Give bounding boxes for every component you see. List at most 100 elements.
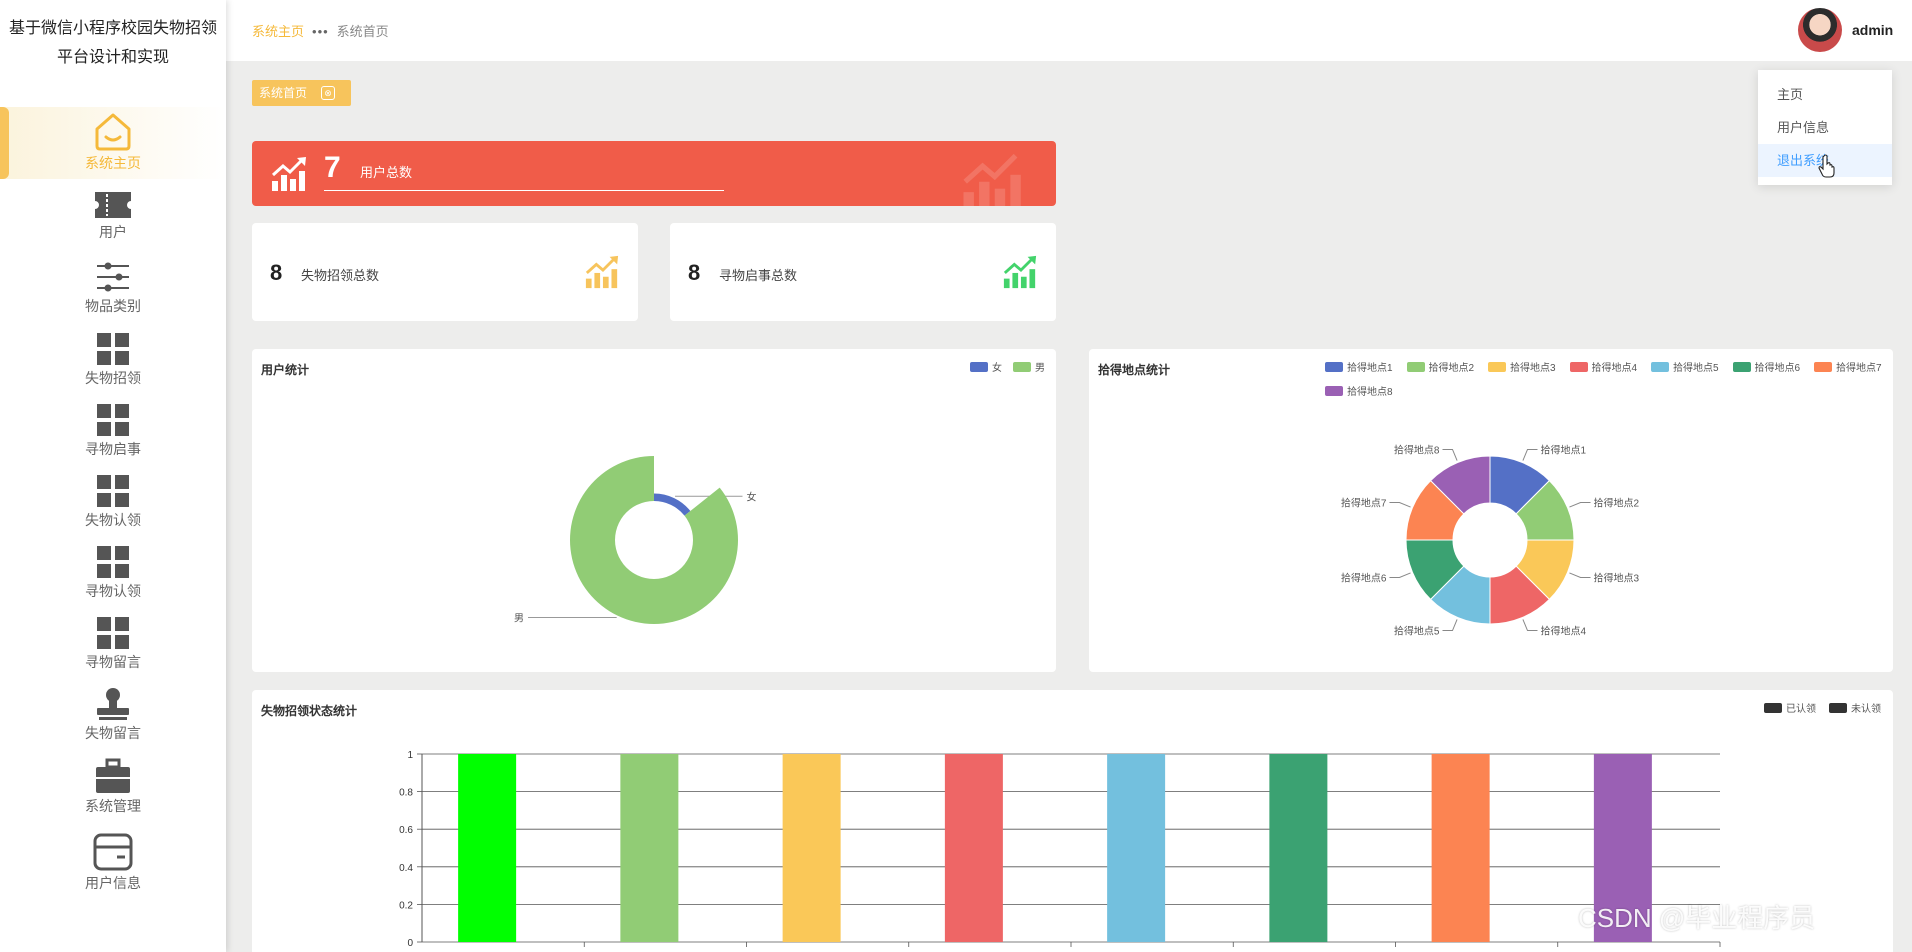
legend-item[interactable]: 拾得地点6 [1732, 359, 1801, 374]
sidebar-item-user-info[interactable]: 用户信息 [0, 833, 226, 893]
chart-legend: 女男 [252, 359, 1056, 374]
sidebar-item-label: 物品类别 [85, 298, 141, 314]
y-tick-label: 0.8 [399, 788, 413, 799]
dropdown-item-home[interactable]: 主页 [1777, 87, 1804, 102]
pie-label-line [1569, 501, 1591, 508]
home-icon [95, 113, 131, 151]
chart-legend: 已认领 未认领 [252, 700, 1893, 715]
legend-label: 拾得地点2 [1428, 363, 1475, 374]
sidebar-item-label: 寻物启事 [85, 441, 141, 457]
legend-label: 拾得地点5 [1673, 363, 1719, 374]
legend-label: 男 [1035, 363, 1045, 374]
chart-title: 拾得地点统计 [1098, 363, 1171, 377]
legend-swatch [1013, 362, 1031, 372]
legend-item[interactable]: 拾得地点1 [1325, 359, 1393, 374]
sidebar-item-system-management[interactable]: 系统管理 [0, 758, 226, 816]
briefcase-icon [96, 758, 130, 793]
trend-chart-icon [271, 157, 306, 191]
sidebar-item-label: 用户 [99, 224, 127, 240]
sidebar-item-lost-messages[interactable]: 失物留言 [0, 687, 226, 743]
user-stats-panel: 用户统计 女男 女男 [252, 349, 1056, 672]
legend-label: 拾得地点4 [1591, 363, 1638, 374]
grid-icon [97, 475, 129, 507]
y-tick-label: 0.4 [399, 863, 413, 874]
seeking-total-value: 8 [688, 260, 701, 285]
legend-label: 未认领 [1851, 704, 1881, 715]
app-title: 基于微信小程序校园失物招领平台设计和实现 [8, 20, 217, 66]
lost-found-total-value: 8 [270, 260, 283, 285]
tab-system-home[interactable]: 系统首页 ⊗ [252, 80, 351, 106]
bar [1269, 754, 1328, 942]
legend-label: 拾得地点6 [1754, 363, 1801, 374]
legend-swatch [1814, 362, 1832, 372]
legend-swatch [1764, 703, 1782, 713]
pie-label-line [1522, 448, 1538, 461]
lost-found-total-card: 8 失物招领总数 [252, 223, 638, 321]
sidebar-item-label: 寻物认领 [85, 583, 141, 599]
sidebar-item-seek-claim[interactable]: 寻物认领 [0, 545, 226, 601]
sidebar-item-seeking[interactable]: 寻物启事 [0, 403, 226, 459]
user-total-card: 7 用户总数 [252, 141, 1056, 206]
sidebar-item-lost-claim[interactable]: 失物认领 [0, 474, 226, 530]
sidebar-item-home[interactable]: 系统主页 [0, 107, 226, 179]
sidebar-item-users[interactable]: 用户 [0, 190, 226, 242]
pie-label: 拾得地点7 [1341, 496, 1387, 509]
pie-label-line [1522, 619, 1538, 632]
trend-chart-watermark-icon [963, 153, 1021, 206]
legend-item[interactable]: 拾得地点8 [1325, 383, 1393, 398]
avatar[interactable] [1798, 8, 1842, 52]
sidebar-item-item-category[interactable]: 物品类别 [0, 260, 226, 316]
pie-label-line [1442, 448, 1458, 461]
sidebar-item-lost-found[interactable]: 失物招领 [0, 332, 226, 388]
pie-label: 拾得地点6 [1341, 572, 1387, 585]
hand-cursor-icon [1818, 154, 1835, 178]
sidebar-item-label: 系统主页 [85, 155, 141, 171]
y-tick-label: 0 [407, 938, 413, 949]
legend-swatch [1732, 362, 1751, 372]
legend-swatch [1488, 362, 1506, 372]
lost-found-status-chart: 0 0.2 0.4 0.6 0.8 1 [399, 750, 1721, 949]
close-icon[interactable]: ⊗ [321, 86, 335, 100]
legend-item[interactable]: 拾得地点5 [1651, 359, 1719, 374]
legend-item[interactable]: 女 [970, 359, 1002, 374]
location-stats-chart: 拾得地点1 拾得地点2 拾得地点3 拾得地点4 拾得地点5 拾得地点6 拾得地点7 拾得地点8 [1341, 443, 1640, 638]
legend-swatch [970, 362, 988, 372]
legend-item[interactable]: 拾得地点4 [1569, 359, 1638, 374]
dropdown-item-user-info[interactable]: 用户信息 [1777, 120, 1830, 135]
breadcrumb-home-link[interactable]: 系统主页 [252, 24, 305, 39]
legend-item[interactable]: 拾得地点3 [1488, 359, 1556, 374]
legend-item[interactable]: 拾得地点7 [1814, 359, 1882, 374]
legend-item[interactable]: 拾得地点2 [1406, 359, 1475, 374]
pie-label: 拾得地点1 [1541, 443, 1587, 456]
bar [1431, 754, 1490, 942]
ticket-icon [95, 192, 131, 218]
grid-icon [97, 546, 129, 578]
legend-item[interactable]: 已认领 [1764, 700, 1816, 715]
tab-label: 系统首页 [259, 86, 308, 100]
y-tick-label: 1 [407, 750, 413, 761]
user-total-value: 7 [324, 151, 341, 184]
breadcrumb-current: 系统首页 [336, 24, 389, 39]
pie-slice [570, 456, 738, 624]
sliders-icon [97, 262, 129, 292]
breadcrumb-separator: ••• [312, 24, 329, 39]
seeking-total-card: 8 寻物启事总数 [670, 223, 1056, 321]
top-header: 系统主页 ••• 系统首页 admin [226, 0, 1912, 61]
chart-title: 失物招领状态统计 [261, 704, 358, 718]
bar [1107, 754, 1166, 942]
pie-slice [654, 493, 691, 516]
sidebar-item-seek-messages[interactable]: 寻物留言 [0, 616, 226, 672]
bar [458, 754, 517, 942]
legend-item[interactable]: 男 [1013, 359, 1045, 374]
sidebar-item-label: 寻物留言 [85, 654, 141, 670]
pie-label: 女 [747, 490, 757, 503]
bar [782, 754, 841, 942]
y-tick-label: 0.2 [399, 900, 413, 911]
pie-label-line [1569, 572, 1591, 579]
lost-found-total-label: 失物招领总数 [301, 268, 380, 283]
legend-item[interactable]: 未认领 [1829, 700, 1881, 715]
username[interactable]: admin [1852, 22, 1894, 38]
pie-label: 拾得地点4 [1541, 625, 1587, 638]
legend-swatch [1325, 386, 1343, 396]
chart-title: 用户统计 [261, 363, 310, 377]
